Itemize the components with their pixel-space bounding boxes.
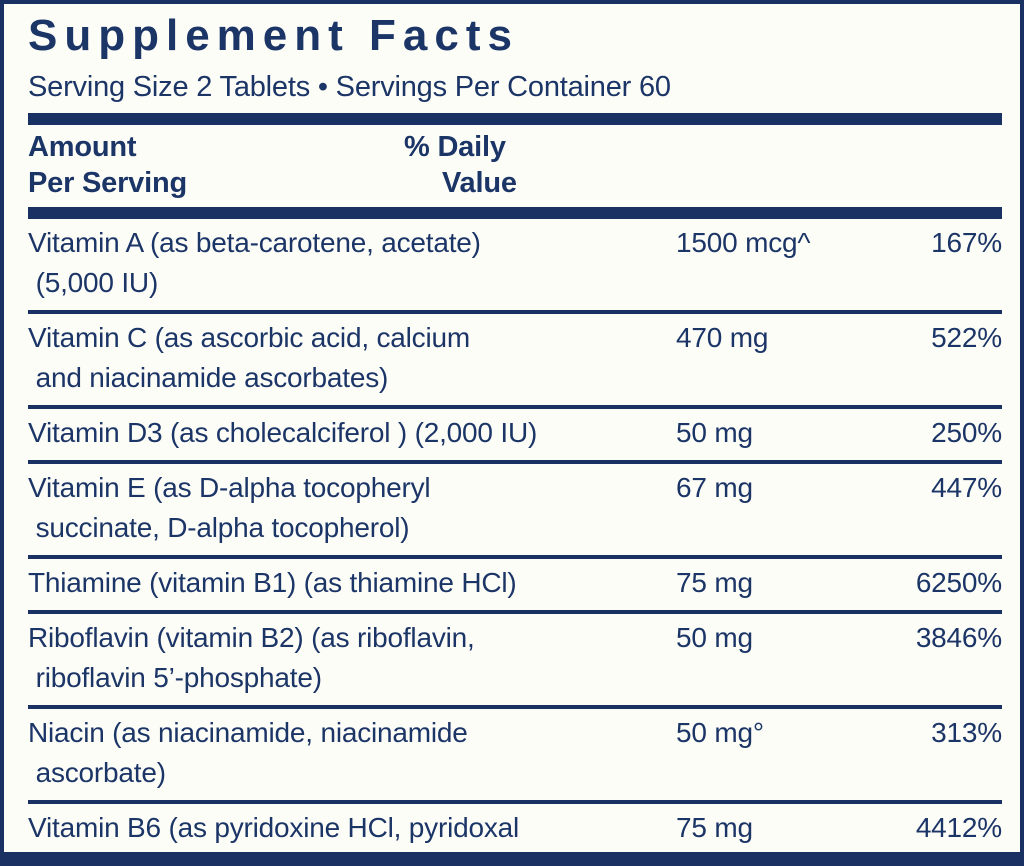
- amount-header-line1: Amount: [28, 131, 137, 164]
- nutrient-amount: 470 mg: [676, 322, 769, 354]
- row-divider: [28, 310, 1002, 315]
- amount-header-line2: Per Serving: [28, 167, 187, 200]
- row-divider: [28, 800, 1002, 805]
- table-row-vitamin-d3: Vitamin D3 (as cholecalciferol ) (2,000 …: [28, 409, 1002, 460]
- nutrient-amount: 67 mg: [676, 472, 753, 504]
- nutrient-amount: 50 mg: [676, 622, 753, 654]
- column-headers: Amount Per Serving % Daily Value: [28, 125, 1002, 207]
- row-divider: [28, 555, 1002, 560]
- table-row-thiamine: Thiamine (vitamin B1) (as thiamine HCl) …: [28, 559, 1002, 610]
- nutrient-amount: 50 mg: [676, 417, 753, 449]
- nutrient-daily-value: 6250%: [915, 567, 1002, 599]
- nutrient-amount: 1500 mcg^: [676, 227, 811, 259]
- serving-info: Serving Size 2 Tablets • Servings Per Co…: [28, 71, 671, 104]
- table-row-vitamin-a: Vitamin A (as beta-carotene, acetate) (5…: [28, 219, 1002, 310]
- nutrient-amount: 75 mg: [676, 567, 753, 599]
- nutrient-daily-value: 3846%: [915, 622, 1002, 654]
- table-row-vitamin-b6: Vitamin B6 (as pyridoxine HCl, pyridoxal…: [28, 804, 1002, 852]
- nutrient-name: Vitamin B6 (as pyridoxine HCl, pyridoxal…: [28, 812, 520, 844]
- thick-divider-header: [28, 207, 1002, 220]
- nutrient-amount: 75 mg: [676, 812, 753, 844]
- nutrient-amount: 50 mg°: [676, 717, 764, 749]
- row-divider: [28, 705, 1002, 710]
- label-title: Supplement Facts: [28, 11, 519, 60]
- thick-divider-top: [28, 113, 1002, 126]
- nutrient-daily-value: 522%: [931, 322, 1002, 354]
- table-row-niacin: Niacin (as niacinamide, niacinamide asco…: [28, 709, 1002, 800]
- table-row-vitamin-e: Vitamin E (as D-alpha tocopheryl succina…: [28, 464, 1002, 555]
- nutrient-daily-value: 250%: [931, 417, 1002, 449]
- row-divider: [28, 610, 1002, 615]
- nutrient-daily-value: 167%: [931, 227, 1002, 259]
- column-header-daily-value: % Daily Value: [404, 129, 517, 201]
- daily-value-header-line2: Value: [442, 167, 517, 200]
- table-row-riboflavin: Riboflavin (vitamin B2) (as riboflavin, …: [28, 614, 1002, 705]
- nutrient-table: Vitamin A (as beta-carotene, acetate) (5…: [28, 219, 1002, 852]
- nutrient-name: Vitamin C (as ascorbic acid, calcium and…: [28, 322, 470, 394]
- nutrient-name: Riboflavin (vitamin B2) (as riboflavin, …: [28, 622, 475, 694]
- nutrient-name: Thiamine (vitamin B1) (as thiamine HCl): [28, 567, 517, 599]
- daily-value-header-line1: % Daily: [404, 131, 506, 164]
- row-divider: [28, 460, 1002, 465]
- table-row-vitamin-c: Vitamin C (as ascorbic acid, calcium and…: [28, 314, 1002, 405]
- nutrient-name: Vitamin A (as beta-carotene, acetate) (5…: [28, 227, 481, 299]
- nutrient-name: Vitamin E (as D-alpha tocopheryl succina…: [28, 472, 431, 544]
- nutrient-daily-value: 4412%: [915, 812, 1002, 844]
- column-header-amount: Amount Per Serving: [28, 129, 404, 201]
- nutrient-name: Niacin (as niacinamide, niacinamide asco…: [28, 717, 468, 789]
- nutrient-daily-value: 313%: [931, 717, 1002, 749]
- nutrient-daily-value: 447%: [931, 472, 1002, 504]
- nutrient-name: Vitamin D3 (as cholecalciferol ) (2,000 …: [28, 417, 538, 449]
- row-divider: [28, 405, 1002, 410]
